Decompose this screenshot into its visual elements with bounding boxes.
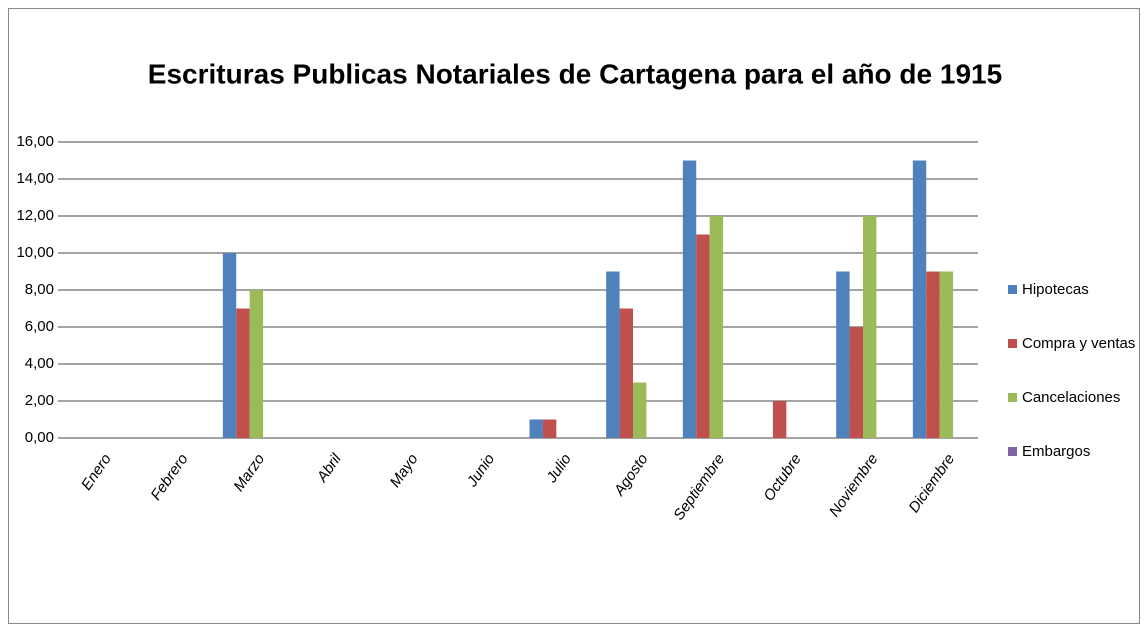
bar [696, 234, 710, 438]
bar [236, 308, 250, 438]
y-tick-label: 16,00 [16, 133, 54, 150]
bar [606, 271, 620, 438]
bar [863, 216, 877, 438]
y-tick-label: 12,00 [16, 207, 54, 224]
bar [222, 253, 237, 438]
chart-border [8, 8, 1140, 624]
legend-label: Hipotecas [1022, 281, 1089, 298]
bar [849, 327, 863, 438]
bar [619, 308, 633, 438]
y-tick-label: 2,00 [25, 392, 54, 409]
y-tick-label: 14,00 [16, 170, 54, 187]
bar [633, 382, 647, 438]
bar [836, 271, 850, 438]
legend-swatch [1008, 393, 1017, 402]
legend-swatch [1008, 285, 1017, 294]
bar [682, 160, 697, 438]
y-tick-label: 8,00 [25, 281, 54, 298]
y-tick-label: 0,00 [25, 429, 54, 446]
bar [709, 216, 724, 438]
bar [542, 419, 557, 438]
bar [926, 271, 940, 438]
y-tick-label: 10,00 [16, 244, 54, 261]
bar [939, 271, 954, 438]
legend-swatch [1008, 447, 1017, 456]
bar [249, 290, 264, 438]
chart-title: Escrituras Publicas Notariales de Cartag… [148, 58, 1002, 89]
legend-label: Embargos [1022, 443, 1090, 460]
legend-label: Cancelaciones [1022, 389, 1120, 406]
y-tick-label: 4,00 [25, 355, 54, 372]
legend-label: Compra y ventas [1022, 335, 1135, 352]
bar [912, 160, 927, 438]
bar [529, 419, 543, 438]
bar [772, 401, 787, 438]
y-tick-label: 6,00 [25, 318, 54, 335]
legend-swatch [1008, 339, 1017, 348]
